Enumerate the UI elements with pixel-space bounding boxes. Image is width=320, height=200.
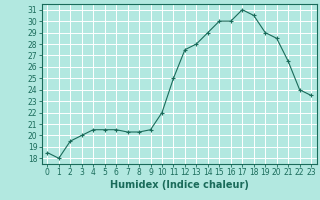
X-axis label: Humidex (Indice chaleur): Humidex (Indice chaleur) (110, 180, 249, 190)
